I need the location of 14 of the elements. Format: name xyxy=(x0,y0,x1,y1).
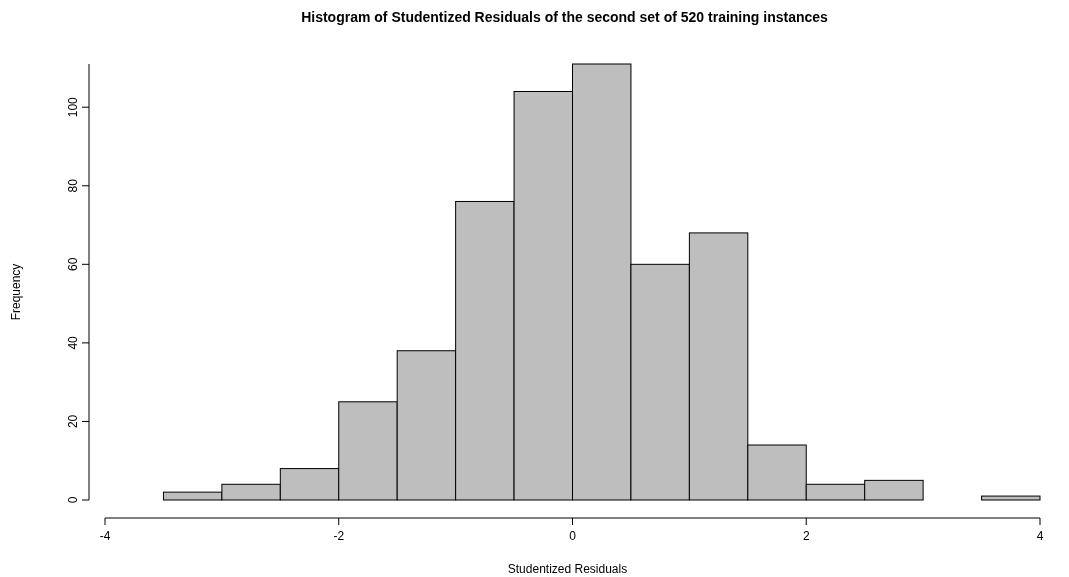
y-tick-label: 20 xyxy=(66,414,80,429)
x-axis-title: Studentized Residuals xyxy=(507,562,628,576)
y-tick-label: 60 xyxy=(66,257,80,271)
x-tick-label: -2 xyxy=(333,529,345,543)
y-axis-title: Frequency xyxy=(9,263,23,321)
y-tick-label: 0 xyxy=(66,496,80,504)
x-tick-label: 2 xyxy=(802,529,810,543)
y-tick-label: 100 xyxy=(66,96,80,118)
y-tick-label: 80 xyxy=(66,178,80,193)
x-tick-label: 4 xyxy=(1036,529,1044,543)
y-tick-label: 40 xyxy=(66,335,80,350)
chart-title: Histogram of Studentized Residuals of the second set of 520 training instances xyxy=(301,9,829,25)
x-tick-label: 0 xyxy=(569,529,577,543)
x-tick-label: -4 xyxy=(99,529,111,543)
